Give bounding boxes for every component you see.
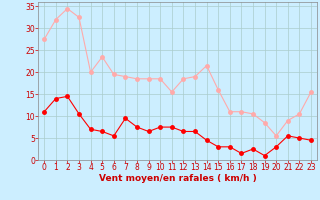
X-axis label: Vent moyen/en rafales ( km/h ): Vent moyen/en rafales ( km/h ): [99, 174, 256, 183]
